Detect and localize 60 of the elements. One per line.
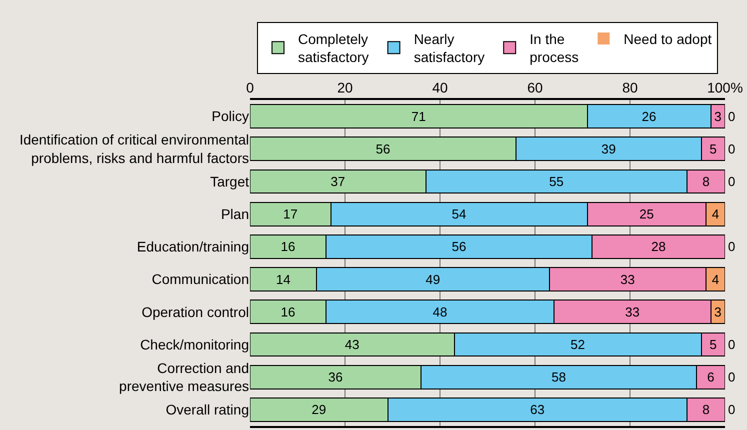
- data-label: 25: [639, 206, 654, 222]
- data-label: 14: [276, 272, 290, 287]
- data-label: 56: [376, 141, 390, 156]
- legend-label: In the process: [530, 30, 579, 66]
- data-label: 4: [712, 272, 720, 287]
- data-label: 39: [601, 141, 616, 156]
- legend-label: Need to adopt: [624, 30, 712, 47]
- data-label: 37: [330, 174, 346, 189]
- y-tick-label: Education/training: [136, 238, 249, 255]
- data-label: 0: [728, 239, 736, 254]
- data-label: 16: [280, 304, 296, 320]
- x-tick-label: 20: [337, 79, 353, 96]
- data-label: 0: [728, 174, 736, 189]
- data-label: 0: [728, 337, 736, 352]
- data-label: 17: [283, 206, 298, 222]
- legend-label: Nearly satisfactory: [414, 30, 485, 66]
- y-tick-label: Identification of critical environmental problems, risks and harmful factors: [19, 132, 249, 166]
- data-label: 58: [552, 370, 566, 385]
- y-tick-label: Check/monitoring: [140, 336, 249, 352]
- data-label: 0: [728, 141, 736, 156]
- data-label: 36: [328, 370, 343, 385]
- data-label: 8: [702, 402, 710, 418]
- x-tick-label: 80: [622, 79, 638, 96]
- y-tick-label: Operation control: [142, 304, 249, 320]
- data-label: 56: [452, 239, 466, 254]
- data-label: 48: [432, 304, 448, 320]
- y-tick-label: Target: [210, 173, 250, 190]
- data-label: 0: [728, 402, 736, 418]
- data-label: 28: [651, 239, 666, 254]
- data-label: 33: [620, 272, 635, 287]
- data-label: 0: [728, 108, 736, 124]
- data-label: 33: [625, 304, 640, 320]
- data-label: 43: [344, 337, 360, 352]
- data-label: 55: [549, 174, 564, 189]
- data-label: 52: [570, 337, 585, 352]
- data-label: 3: [714, 304, 722, 320]
- x-tick-label: 100%: [707, 79, 743, 96]
- data-label: 5: [710, 337, 717, 352]
- data-label: 16: [280, 239, 296, 254]
- data-label: 0: [728, 370, 736, 385]
- y-tick-label: Plan: [220, 206, 249, 222]
- x-tick-label: 60: [527, 79, 543, 96]
- y-tick-label: Overall rating: [166, 402, 249, 418]
- data-label: 71: [411, 108, 426, 124]
- data-label: 63: [530, 402, 545, 418]
- data-label: 6: [707, 370, 714, 385]
- data-label: 3: [714, 108, 722, 124]
- y-tick-label: Policy: [212, 108, 249, 124]
- data-label: 49: [426, 272, 440, 287]
- y-tick-label: Communication: [152, 271, 249, 288]
- data-label: 5: [710, 141, 717, 156]
- data-label: 8: [702, 174, 710, 189]
- legend-label: Completely satisfactory: [298, 30, 369, 66]
- data-label: 26: [642, 108, 656, 124]
- x-tick-label: 40: [432, 79, 448, 96]
- y-tick-label: Correction and preventive measures: [119, 360, 249, 394]
- data-label: 4: [712, 206, 720, 222]
- data-label: 29: [312, 402, 326, 418]
- x-tick-label: 0: [246, 79, 254, 96]
- data-label: 54: [452, 206, 466, 222]
